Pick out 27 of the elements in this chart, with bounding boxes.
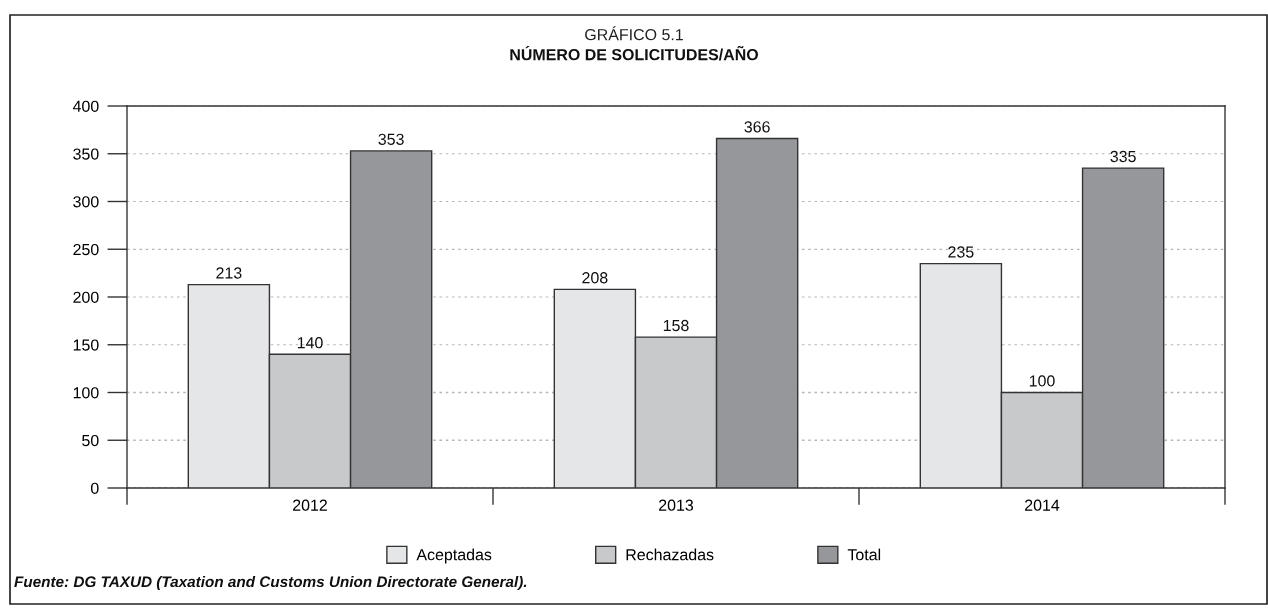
y-tick-label: 100 (73, 387, 99, 399)
data-label: 335 (1110, 150, 1136, 163)
data-label: 235 (948, 246, 974, 258)
data-label: 213 (216, 267, 242, 279)
legend-label: Total (847, 548, 881, 561)
y-tick-label: 0 (90, 482, 99, 494)
chart-subtitle: NÚMERO DE SOLICITUDES/AÑO (510, 45, 759, 61)
x-tick-label: 2012 (293, 499, 327, 511)
y-tick-label: 350 (73, 148, 99, 160)
x-tick-label: 2013 (659, 499, 694, 511)
data-label: 100 (1029, 375, 1055, 387)
y-tick-label: 400 (72, 100, 99, 112)
data-label: 140 (297, 337, 323, 349)
y-tick-label: 50 (82, 434, 99, 447)
legend-label: Aceptadas (416, 548, 492, 564)
data-label: 208 (582, 272, 608, 284)
y-tick-label: 300 (73, 196, 99, 208)
x-tick-label: 2014 (1025, 499, 1060, 511)
y-tick-label: 200 (73, 291, 99, 303)
chart-title: GRÁFICO 5.1 (585, 26, 683, 41)
data-label: 158 (663, 319, 689, 332)
source-note: Fuente: DG TAXUD (Taxation and Customs Union Directorate General). (14, 575, 527, 591)
data-label: 353 (378, 133, 404, 145)
data-label: 366 (744, 121, 770, 133)
y-tick-label: 150 (73, 339, 99, 351)
y-tick-label: 250 (73, 243, 99, 256)
legend-label: Rechazadas (626, 548, 714, 561)
